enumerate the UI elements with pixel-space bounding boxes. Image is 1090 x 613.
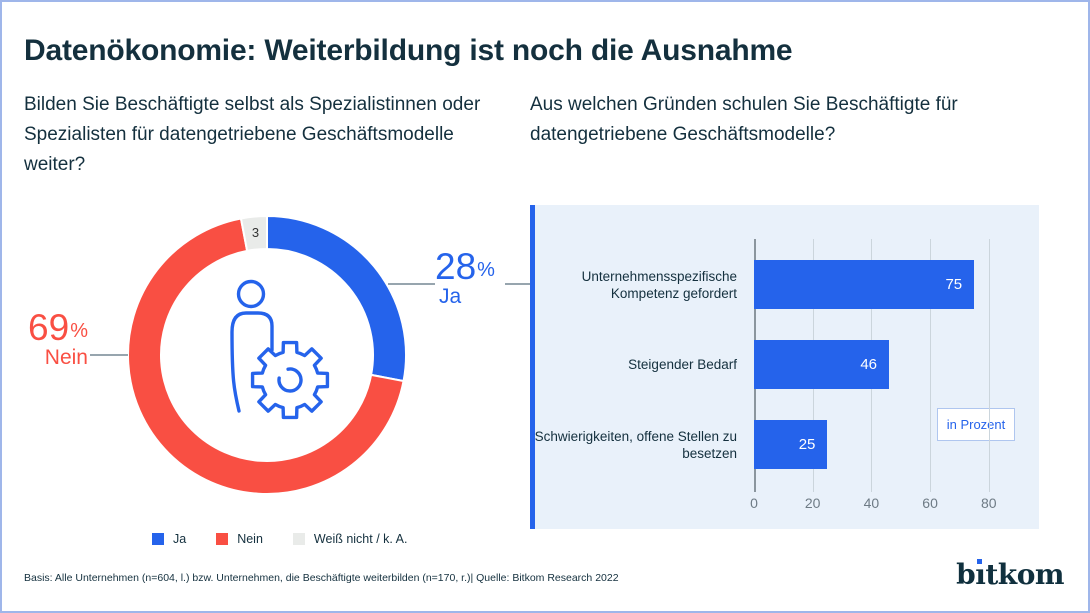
donut-slice-nein (127, 217, 405, 495)
callout-nein-value: 69% (28, 307, 88, 348)
callout-ja: 28% Ja (435, 246, 515, 309)
donut-slice-wei-nicht-k-a- (239, 214, 268, 253)
person-gear-icon (230, 279, 330, 420)
callout-line-nein (90, 354, 128, 356)
bar: 46 (754, 340, 889, 389)
donut-chart-question: Bilden Sie Beschäftigte selbst als Spezi… (24, 94, 481, 175)
gear-outline (250, 340, 330, 420)
donut-legend: Ja Nein Weiß nicht / k. A. (152, 532, 407, 546)
gear-inner-circle (277, 367, 303, 393)
person-body (230, 311, 274, 413)
legend-swatch (152, 533, 164, 545)
bar: 75 (754, 260, 975, 309)
legend-item-nein: Nein (216, 532, 263, 546)
x-tick-20: 20 (804, 495, 821, 511)
bar-value-label: 25 (798, 436, 816, 453)
unit-label-box: in Prozent (937, 408, 1015, 441)
logo-i-dot (977, 559, 983, 564)
bar-chart-question: Aus welchen Gründen schulen Sie Beschäft… (530, 94, 958, 145)
bar-value-label: 75 (945, 276, 963, 293)
donut-weissnicht-value: 3 (252, 225, 259, 240)
legend-swatch (216, 533, 229, 545)
x-tick-40: 40 (863, 495, 880, 511)
bar-category-label: Unternehmensspezifische Kompetenz geford… (581, 268, 737, 301)
x-tick-60: 60 (922, 495, 938, 511)
person-head (236, 279, 266, 309)
page-title: Datenökonomie: Weiterbildung ist noch di… (24, 34, 793, 67)
bar-chart-panel: in Prozent 0 20 40 60 80 Unternehmensspezifis… (530, 205, 1039, 529)
x-tick-0: 0 (750, 495, 758, 511)
callout-ja-label: Ja (439, 285, 462, 308)
bar: 25 (754, 420, 828, 469)
gridline-60 (930, 239, 932, 492)
gridline-80 (988, 239, 990, 492)
bar-value-label: 46 (860, 356, 877, 373)
donut-slices (127, 214, 407, 495)
callout-nein-label: Nein (44, 346, 88, 369)
source-note: Basis: Alle Unternehmen (n=604, l.) bzw.… (24, 572, 619, 584)
panel-accent-bar (530, 205, 535, 529)
x-tick-80: 80 (981, 495, 997, 511)
legend-label: Nein (237, 532, 263, 546)
bar-category-label: Steigender Bedarf (628, 357, 737, 372)
callout-nein: 69% Nein (2, 307, 88, 370)
legend-label: Weiß nicht / k. A. (313, 532, 408, 546)
legend-item-wei-nicht-k-a-: Weiß nicht / k. A. (292, 532, 408, 546)
legend-item-ja: Ja (152, 532, 186, 546)
callout-line-ja-left (388, 283, 435, 285)
legend-label: Ja (173, 532, 187, 546)
legend-swatch (292, 533, 305, 545)
bitkom-logo: bı tkom (956, 558, 1064, 591)
callout-line-ja-right (505, 283, 530, 285)
bar-category-label: Schwierigkeiten, offene Stellen zu beset… (534, 428, 737, 461)
callout-ja-value: 28% (435, 246, 495, 287)
unit-label: in Prozent (946, 417, 1006, 432)
donut-chart: 3 (127, 214, 407, 495)
